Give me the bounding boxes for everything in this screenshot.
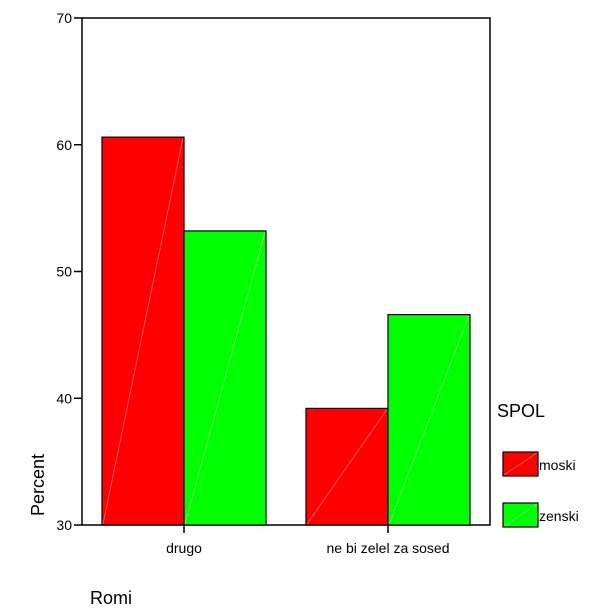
bar-zenski-1 [387, 313, 471, 526]
legend-swatch-hatch [503, 452, 538, 476]
legend-label-zenski: zenski [539, 508, 579, 524]
legend-label-moski: moski [539, 457, 576, 473]
y-tick-label: 40 [56, 390, 72, 406]
legend-items: moski zenski [502, 451, 579, 528]
legend-swatch-hatch [503, 503, 538, 527]
y-axis-title: Percent [28, 454, 48, 516]
bars [101, 136, 471, 526]
x-axis-title: Romi [90, 588, 132, 608]
legend: SPOL moski zenski [497, 401, 579, 528]
y-tick-label: 70 [56, 10, 72, 26]
legend-swatch-zenski [502, 502, 539, 528]
y-tick-label: 60 [56, 137, 72, 153]
bar-moski-1 [305, 407, 389, 526]
x-tick-label: drugo [166, 540, 202, 556]
bar-hatch [388, 315, 470, 525]
x-axis: drugo ne bi zelel za sosed [166, 525, 449, 556]
bar-hatch [306, 409, 388, 525]
bar-hatch [184, 231, 266, 525]
x-tick-label: ne bi zelel za sosed [327, 540, 450, 556]
bar-zenski-0 [183, 230, 267, 526]
y-tick-label: 50 [56, 264, 72, 280]
y-axis: 30 40 50 60 70 [56, 10, 82, 533]
y-tick-label: 30 [56, 517, 72, 533]
bar-hatch [102, 138, 184, 525]
bar-moski-0 [101, 136, 185, 526]
legend-swatch-moski [502, 451, 539, 477]
legend-title: SPOL [497, 401, 545, 421]
